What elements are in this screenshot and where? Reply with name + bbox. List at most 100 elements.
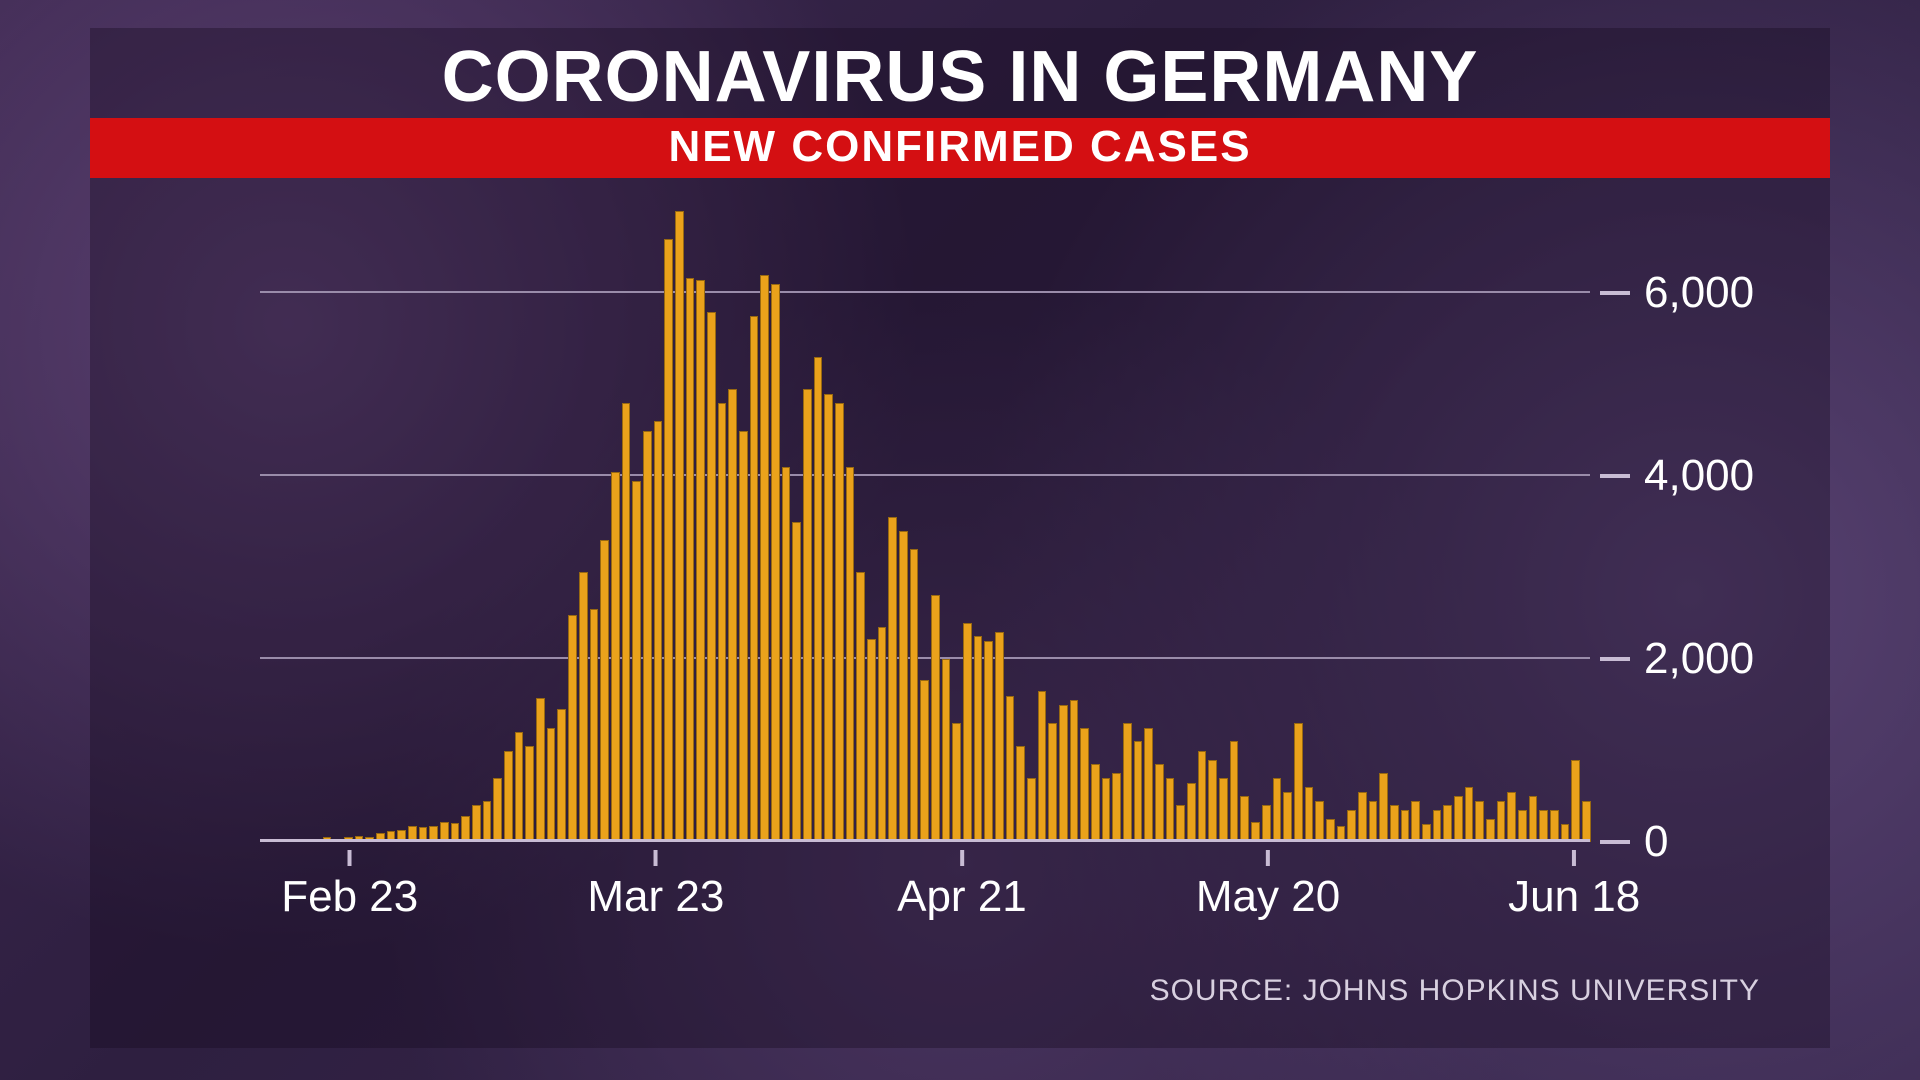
plot-area	[260, 202, 1590, 842]
bar	[1187, 783, 1196, 842]
x-axis: Feb 23Mar 23Apr 21May 20Jun 18	[260, 850, 1590, 920]
bar	[675, 211, 684, 842]
bar	[846, 467, 855, 842]
y-tick-label: 4,000	[1644, 451, 1754, 501]
x-tick-label: Apr 21	[897, 872, 1027, 922]
bar	[1208, 760, 1217, 842]
bar	[557, 709, 566, 842]
bar	[1016, 746, 1025, 842]
bar	[1294, 723, 1303, 842]
bar	[792, 522, 801, 842]
bar	[1059, 705, 1068, 842]
bar	[1198, 751, 1207, 842]
bar	[1550, 810, 1559, 842]
x-tick: Feb 23	[281, 850, 418, 922]
y-tick-label: 2,000	[1644, 634, 1754, 684]
bar	[718, 403, 727, 842]
x-tick-label: Mar 23	[587, 872, 724, 922]
subtitle-band: NEW CONFIRMED CASES	[90, 118, 1830, 178]
y-tick-mark	[1600, 474, 1630, 478]
bar	[664, 239, 673, 842]
bar	[984, 641, 993, 842]
bar	[515, 732, 524, 842]
bar	[1038, 691, 1047, 842]
bar	[931, 595, 940, 842]
bar	[707, 312, 716, 842]
bar	[686, 278, 695, 842]
x-tick-mark	[1266, 850, 1270, 866]
bar	[1230, 741, 1239, 842]
chart-area: 0 2,000 4,000 6,000 Feb 23 Mar 23 Apr 21 May 2…	[150, 202, 1770, 922]
x-tick-label: Jun 18	[1508, 872, 1640, 922]
bar	[835, 403, 844, 842]
bar	[1433, 810, 1442, 842]
bar	[1176, 805, 1185, 842]
bar	[920, 680, 929, 842]
y-tick-label: 0	[1644, 817, 1668, 867]
bar	[1411, 801, 1420, 842]
bar	[814, 357, 823, 842]
bar	[1112, 773, 1121, 842]
bar	[1369, 801, 1378, 842]
bar	[963, 623, 972, 842]
x-baseline	[260, 839, 1590, 842]
bar	[1144, 728, 1153, 842]
x-tick-mark	[1572, 850, 1576, 866]
bar	[760, 275, 769, 842]
main-title: CORONAVIRUS IN GERMANY	[90, 28, 1830, 118]
bar	[974, 636, 983, 842]
bar	[1347, 810, 1356, 842]
x-tick-mark	[960, 850, 964, 866]
bar	[622, 403, 631, 842]
bar	[536, 698, 545, 842]
bar	[1080, 728, 1089, 842]
x-tick: Mar 23	[587, 850, 724, 922]
bar	[995, 632, 1004, 842]
bar	[1273, 778, 1282, 842]
bar	[803, 389, 812, 842]
bar	[728, 389, 737, 842]
source-attribution: SOURCE: JOHNS HOPKINS UNIVERSITY	[1150, 974, 1760, 1008]
bar	[1102, 778, 1111, 842]
bar	[1390, 805, 1399, 842]
bar	[1358, 792, 1367, 842]
x-tick-label: Feb 23	[281, 872, 418, 922]
bar	[1091, 764, 1100, 842]
y-tick: 4,000	[1600, 451, 1754, 501]
bar	[1454, 796, 1463, 842]
y-tick-label: 6,000	[1644, 268, 1754, 318]
bar	[899, 531, 908, 842]
bar	[1582, 801, 1591, 842]
y-axis: 02,0004,0006,000	[1600, 202, 1770, 842]
bar	[1134, 741, 1143, 842]
bar	[1283, 792, 1292, 842]
bar	[1465, 787, 1474, 842]
bar	[643, 431, 652, 842]
bar	[483, 801, 492, 842]
bar	[1571, 760, 1580, 842]
x-tick: May 20	[1196, 850, 1340, 922]
bar	[910, 549, 919, 842]
bar	[942, 659, 951, 842]
y-tick-mark	[1600, 657, 1630, 661]
bar	[1518, 810, 1527, 842]
y-tick: 2,000	[1600, 634, 1754, 684]
bar	[1305, 787, 1314, 842]
bars-container	[260, 202, 1590, 842]
bar	[1006, 696, 1015, 842]
bar	[1048, 723, 1057, 842]
bar	[611, 472, 620, 842]
bar	[867, 639, 876, 842]
bar	[739, 431, 748, 842]
bar	[750, 316, 759, 842]
bar	[1155, 764, 1164, 842]
y-tick-mark	[1600, 291, 1630, 295]
bar	[782, 467, 791, 842]
bar	[654, 421, 663, 842]
bar	[1219, 778, 1228, 842]
bar	[1315, 801, 1324, 842]
x-tick: Jun 18	[1508, 850, 1640, 922]
bar	[771, 284, 780, 842]
bar	[472, 805, 481, 842]
bar	[1027, 778, 1036, 842]
